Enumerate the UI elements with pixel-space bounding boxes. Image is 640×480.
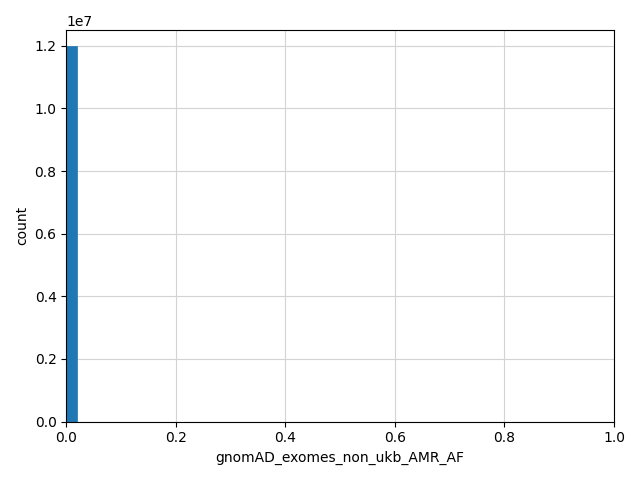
Bar — [67, 46, 77, 421]
Y-axis label: count: count — [15, 206, 29, 245]
X-axis label: gnomAD_exomes_non_ukb_AMR_AF: gnomAD_exomes_non_ukb_AMR_AF — [216, 451, 465, 465]
